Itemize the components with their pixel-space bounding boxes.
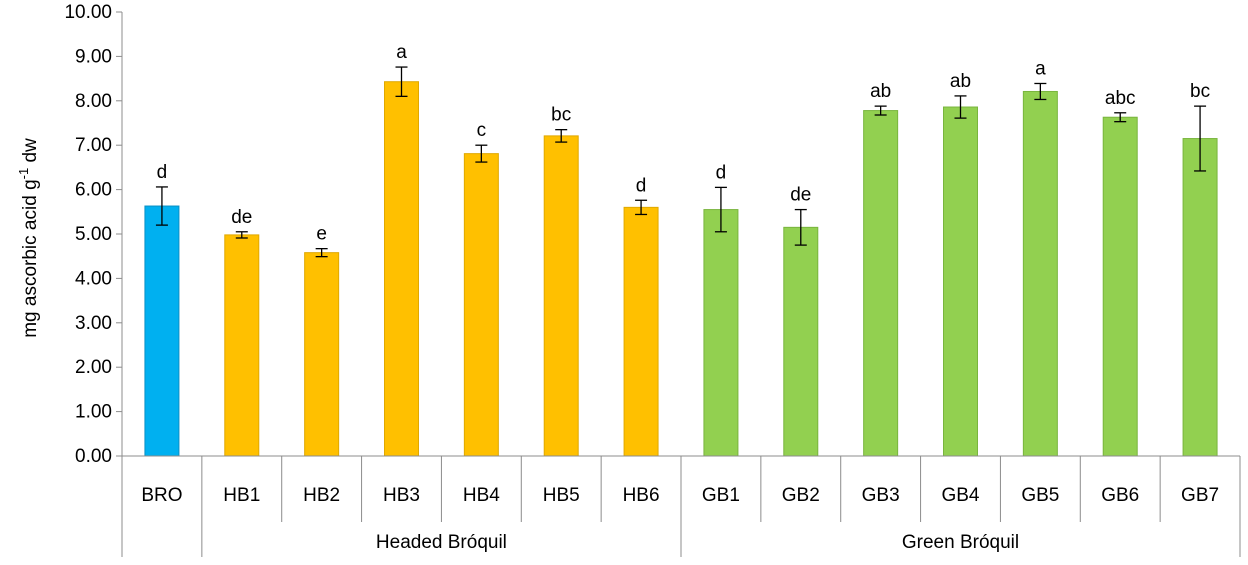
category-label: BRO: [141, 485, 182, 506]
significance-label: ab: [870, 81, 891, 102]
y-tick-label: 1.00: [75, 402, 112, 423]
bar-hb5: [543, 135, 579, 457]
group-labels: Headed Bróquil Green Bróquil: [376, 532, 1019, 553]
category-label: HB6: [623, 485, 660, 506]
y-tick-label: 4.00: [75, 268, 112, 289]
y-axis-ticks: 0.00 1.00 2.00 3.00 4.00 5.00 6.00 7.00 8.00 9.00…: [64, 2, 122, 467]
svg-text:mg ascorbic acid g-1 dw: mg ascorbic acid g-1 dw: [16, 138, 41, 338]
significance-label: a: [396, 42, 407, 63]
y-tick-label: 0.00: [75, 446, 112, 467]
bar-gb1: [703, 209, 739, 457]
significance-label: c: [477, 120, 487, 141]
bar-gb2: [783, 226, 819, 457]
significance-label: d: [157, 162, 168, 183]
bar-gb3: [863, 110, 899, 457]
y-axis-label-superscript: -1: [16, 168, 31, 180]
significance-label: a: [1035, 58, 1046, 79]
bars: [144, 81, 1218, 457]
bar-bro: [144, 205, 180, 457]
bar-hb6: [623, 206, 659, 457]
significance-label: d: [636, 175, 647, 196]
category-label: GB7: [1181, 485, 1219, 506]
bar-hb3: [384, 81, 419, 457]
bar-gb5: [1022, 90, 1058, 457]
significance-label: ab: [950, 71, 971, 92]
y-tick-label: 3.00: [75, 313, 112, 334]
category-label: GB4: [941, 485, 979, 506]
category-label: GB1: [702, 485, 740, 506]
y-tick-label: 10.00: [64, 2, 112, 23]
y-axis-label: mg ascorbic acid g-1 dw: [16, 138, 41, 338]
category-label: GB3: [862, 485, 900, 506]
axes: [121, 12, 1241, 557]
significance-label: de: [790, 185, 811, 206]
significance-label: de: [231, 207, 252, 228]
category-label: HB4: [463, 485, 500, 506]
y-tick-label: 2.00: [75, 357, 112, 378]
category-labels: BRO HB1 HB2 HB3 HB4 HB5 HB6 GB1 GB2 GB3 GB4 GB5 GB6 G…: [141, 485, 1219, 506]
y-axis-label-main: mg ascorbic acid g: [20, 179, 41, 337]
category-label: HB5: [543, 485, 580, 506]
significance-label: abc: [1105, 88, 1136, 109]
y-tick-label: 9.00: [75, 46, 112, 67]
category-label: GB2: [782, 485, 820, 506]
category-label: GB6: [1101, 485, 1139, 506]
y-tick-label: 5.00: [75, 224, 112, 245]
bar-gb6: [1102, 116, 1138, 457]
significance-label: bc: [551, 105, 571, 126]
significance-label: e: [316, 224, 327, 245]
group-label: Headed Bróquil: [376, 532, 507, 553]
error-bars: [155, 66, 1207, 258]
significance-label: bc: [1190, 81, 1210, 102]
bar-hb1: [224, 234, 260, 457]
category-label: HB2: [303, 485, 340, 506]
significance-labels: d de e a c bc d d de ab ab a abc bc: [157, 42, 1210, 245]
category-label: HB3: [383, 485, 420, 506]
significance-label: d: [716, 162, 727, 183]
y-axis-label-tail: dw: [20, 138, 41, 168]
y-tick-label: 6.00: [75, 180, 112, 201]
y-tick-label: 8.00: [75, 91, 112, 112]
category-label: HB1: [223, 485, 260, 506]
y-tick-label: 7.00: [75, 135, 112, 156]
bar-gb4: [943, 106, 978, 457]
bar-gb7: [1182, 138, 1218, 457]
category-label: GB5: [1021, 485, 1059, 506]
bar-hb2: [304, 252, 340, 457]
group-label: Green Bróquil: [902, 532, 1019, 553]
bar-hb4: [463, 153, 499, 457]
